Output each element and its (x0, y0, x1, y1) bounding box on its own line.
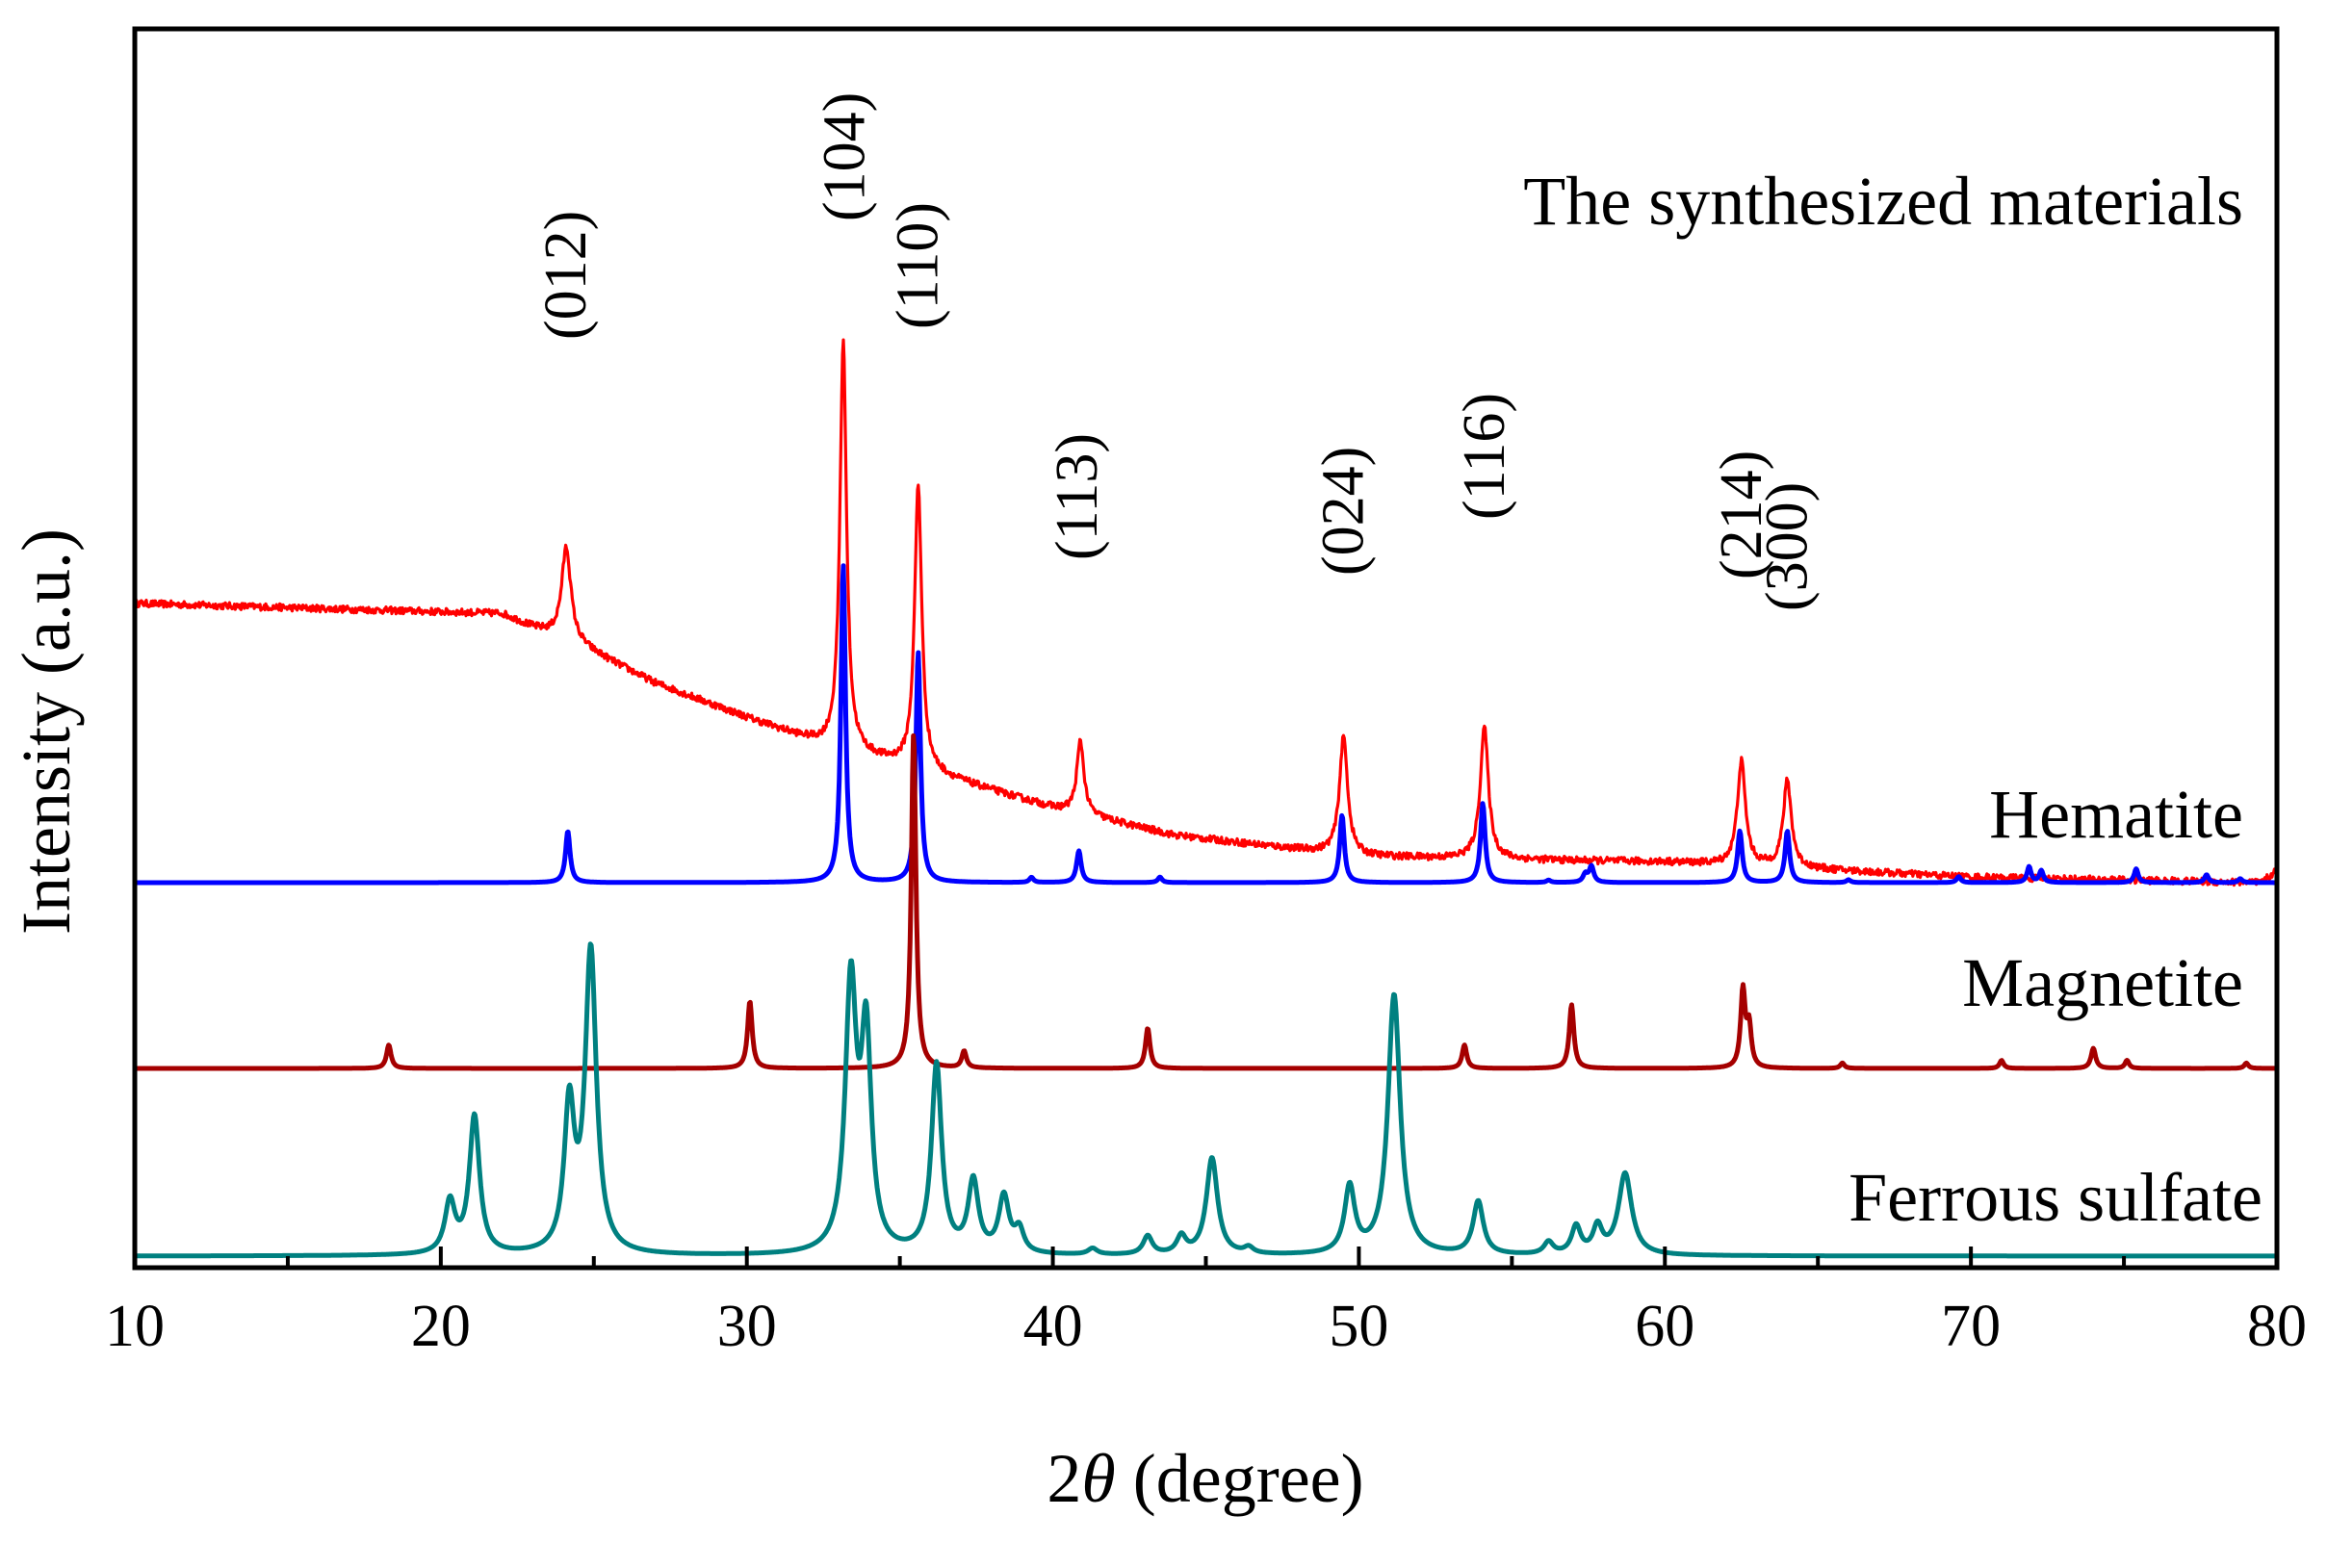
x-tick-label: 80 (2247, 1294, 2307, 1359)
peak-annotation: (300) (1754, 482, 1820, 611)
peak-annotation: (024) (1311, 447, 1377, 576)
x-tick-label: 40 (1023, 1294, 1083, 1359)
series-label-hematite: Hematite (1989, 776, 2243, 853)
miller-index-annotations: (012) (104)(110) (113) (024) (116) (214)(300) (533, 92, 1820, 611)
peak-annotation: (116) (1452, 393, 1517, 520)
peak-annotation: (104) (812, 92, 877, 221)
x-tick-label: 50 (1329, 1294, 1388, 1359)
series-group (133, 338, 2279, 1259)
x-axis-title-prefix: 2 (1047, 1440, 1081, 1517)
peak-annotation: (113) (1045, 433, 1110, 560)
y-axis-title: Intensity (a.u.) (8, 528, 85, 935)
x-tick-label: 20 (411, 1294, 471, 1359)
x-axis-title-theta: θ (1081, 1440, 1115, 1517)
x-tick-label: 30 (717, 1294, 777, 1359)
series-line-magnetite (133, 733, 2279, 1071)
x-axis-ticks: 10 20 30 40 50 60 70 80 (105, 1247, 2307, 1359)
x-tick-label: 70 (1941, 1294, 2001, 1359)
series-line-the-synthesized-materials (133, 338, 2279, 887)
series-label-magnetite: Magnetite (1962, 944, 2243, 1021)
peak-annotation: (214) (1709, 450, 1774, 579)
x-tick-label: 60 (1635, 1294, 1694, 1359)
x-axis-title: 2θ (degree) (1047, 1440, 1363, 1517)
series-line-hematite (133, 563, 2279, 886)
x-tick-label: 10 (105, 1294, 165, 1359)
series-label-synthesized: The synthesized materials (1523, 163, 2243, 240)
series-label-ferrous-sulfate: Ferrous sulfate (1849, 1159, 2262, 1236)
peak-annotation: (012) (533, 211, 599, 340)
x-axis-title-unit: (degree) (1116, 1440, 1364, 1517)
series-line-ferrous-sulfate (133, 941, 2279, 1259)
peak-annotation: (110) (886, 202, 951, 329)
